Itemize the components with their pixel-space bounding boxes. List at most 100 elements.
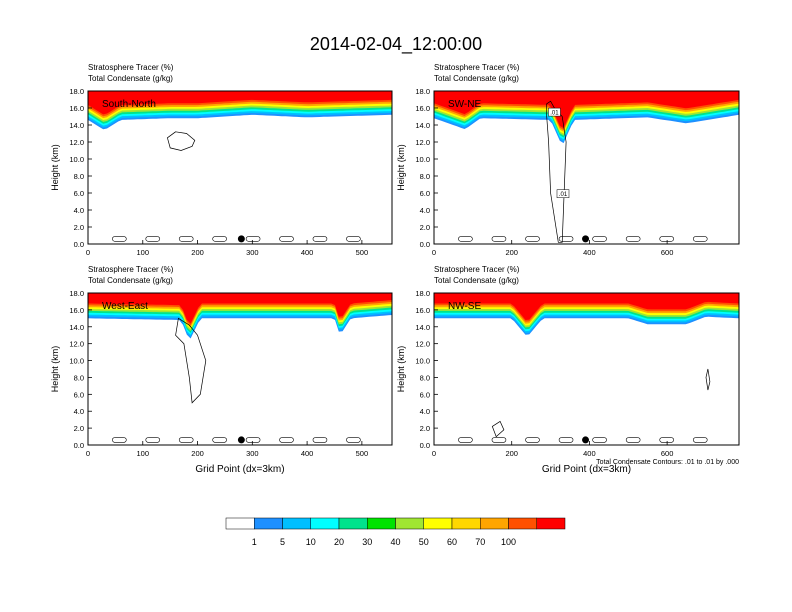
colorbar-label: 60 <box>447 537 457 547</box>
tracer-stripe <box>287 91 290 99</box>
tracer-stripe <box>694 293 697 298</box>
tracer-stripe <box>282 91 285 94</box>
colorbar-swatch <box>367 517 396 530</box>
tracer-stripe <box>450 293 453 296</box>
condensate-contour <box>525 437 540 443</box>
colorbar-label: 1 <box>252 537 257 547</box>
colorbar-label: 30 <box>362 537 372 547</box>
tracer-stripe <box>297 91 300 95</box>
tracer-stripe <box>506 293 509 302</box>
y-axis-label: Height (km) <box>396 346 406 393</box>
tracer-stripe <box>628 91 631 94</box>
location-marker <box>237 235 245 243</box>
condensate-contour <box>558 236 574 242</box>
tracer-stripe <box>358 91 361 99</box>
tracer-stripe <box>363 293 366 299</box>
y-tick-label: 18.0 <box>415 87 430 96</box>
tracer-stripe <box>730 91 733 96</box>
y-tick-label: 8.0 <box>74 172 84 181</box>
panel-subtitle: Stratosphere Tracer (%) <box>434 265 520 274</box>
tracer-stripe <box>471 91 474 100</box>
tracer-stripe <box>613 293 616 302</box>
tracer-stripe <box>471 293 474 302</box>
tracer-stripe <box>277 293 279 298</box>
tracer-stripe <box>302 91 305 100</box>
y-tick-label: 16.0 <box>415 104 430 113</box>
plot-area <box>434 293 739 444</box>
tracer-stripe <box>664 293 667 296</box>
tracer-stripe <box>388 293 391 296</box>
panel-title: West-East <box>102 301 148 312</box>
tracer-stripe <box>150 91 153 97</box>
y-tick-label: 12.0 <box>415 340 430 349</box>
y-tick-label: 18.0 <box>69 289 84 298</box>
tracer-stripe <box>332 91 335 95</box>
tracer-stripe <box>476 91 479 98</box>
colorbar-swatch <box>536 517 566 530</box>
tracer-stripe <box>572 91 575 95</box>
colorbar-label: 20 <box>334 537 344 547</box>
tracer-stripe <box>542 91 545 100</box>
tracer-stripe <box>180 293 183 301</box>
tracer-stripe <box>552 293 555 298</box>
x-tick-label: 0 <box>432 248 436 257</box>
y-tick-label: 2.0 <box>74 424 84 433</box>
contour-label-box <box>556 189 570 198</box>
tracer-stripe <box>206 293 209 298</box>
tracer-stripe <box>241 293 244 298</box>
tracer-band <box>88 91 392 115</box>
tracer-stripe <box>251 91 254 99</box>
condensate-contour <box>558 437 574 443</box>
tracer-stripe <box>654 293 657 300</box>
tracer-stripe <box>593 91 596 94</box>
y-tick-label: 0.0 <box>74 441 84 450</box>
tracer-stripe <box>659 293 662 298</box>
plot-frame <box>87 90 393 245</box>
panel-title: NW-SE <box>448 301 481 312</box>
tracer-stripe <box>266 293 269 302</box>
tracer-stripe <box>643 91 646 95</box>
tracer-stripe <box>190 91 193 95</box>
panel-subtitle: Total Condensate (g/kg) <box>434 276 519 285</box>
tracer-stripe <box>292 91 295 97</box>
tracer-stripe <box>373 91 376 100</box>
tracer-stripe <box>547 293 550 300</box>
tracer-stripe <box>135 293 138 298</box>
tracer-stripe <box>140 91 143 94</box>
tracer-stripe <box>684 91 687 100</box>
tracer-stripe <box>455 293 458 301</box>
tracer-stripe <box>251 293 254 301</box>
tracer-stripe <box>720 91 723 100</box>
y-tick-label: 2.0 <box>74 223 84 232</box>
tracer-stripe <box>211 293 214 296</box>
tracer-stripe <box>266 91 269 100</box>
location-marker <box>237 436 245 444</box>
tracer-stripe <box>684 293 687 302</box>
condensate-contour <box>659 236 675 242</box>
panel-title: South-North <box>102 99 156 110</box>
tracer-stripe <box>715 293 718 297</box>
x-tick-label: 200 <box>505 248 518 257</box>
tracer-stripe <box>649 293 652 302</box>
colorbar-swatch <box>338 517 368 530</box>
tracer-stripe <box>501 91 504 95</box>
tracer-stripe <box>603 91 606 97</box>
y-tick-label: 6.0 <box>420 390 430 399</box>
y-axis-label: Height (km) <box>50 144 60 191</box>
tracer-stripe <box>633 91 636 99</box>
x-tick-label: 100 <box>137 248 150 257</box>
y-tick-label: 14.0 <box>415 323 430 332</box>
y-tick-label: 6.0 <box>420 189 430 198</box>
tracer-stripe <box>562 293 565 301</box>
condensate-contour <box>692 236 708 242</box>
tracer-stripe <box>342 293 345 300</box>
plot-frame <box>433 292 740 446</box>
tracer-stripe <box>486 91 489 94</box>
tracer-stripe <box>307 293 310 300</box>
tracer-stripe <box>327 91 330 97</box>
condensate-contour <box>659 437 675 443</box>
condensate-contour <box>212 437 227 443</box>
condensate-contour <box>279 236 294 242</box>
tracer-stripe <box>165 293 168 300</box>
tracer-stripe <box>674 293 677 299</box>
